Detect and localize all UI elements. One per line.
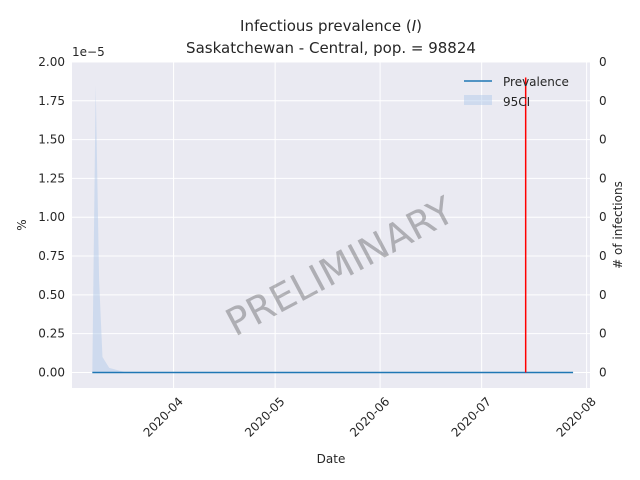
chart-title-line2: Saskatchewan - Central, pop. = 98824 bbox=[186, 39, 476, 57]
y-offset-label: 1e−5 bbox=[72, 45, 105, 59]
legend-band-swatch bbox=[464, 95, 492, 105]
y-axis-label: % bbox=[15, 219, 29, 230]
y-tick-label: 1.00 bbox=[38, 210, 65, 224]
y-tick-label: 0.25 bbox=[38, 327, 65, 341]
right-tick-label: 0 bbox=[599, 133, 607, 147]
y-tick-label: 0.75 bbox=[38, 249, 65, 263]
x-axis-label: Date bbox=[317, 452, 346, 466]
legend-label-95ci: 95CI bbox=[503, 95, 530, 109]
right-tick-label: 0 bbox=[599, 94, 607, 108]
right-tick-label: 0 bbox=[599, 171, 607, 185]
plot-background bbox=[72, 62, 590, 388]
y-tick-label: 1.75 bbox=[38, 94, 65, 108]
right-tick-label: 0 bbox=[599, 365, 607, 379]
y-tick-label: 1.50 bbox=[38, 133, 65, 147]
right-tick-label: 0 bbox=[599, 288, 607, 302]
right-tick-label: 0 bbox=[599, 249, 607, 263]
y-tick-label: 1.25 bbox=[38, 171, 65, 185]
right-tick-label: 0 bbox=[599, 327, 607, 341]
chart-title-line1: Infectious prevalence (I) bbox=[240, 17, 422, 35]
legend-label-prevalence: Prevalence bbox=[503, 75, 569, 89]
y-tick-label: 2.00 bbox=[38, 55, 65, 69]
y-axis-label-right: # of infections bbox=[611, 181, 625, 269]
y-tick-label: 0.50 bbox=[38, 288, 65, 302]
y-tick-label: 0.00 bbox=[38, 365, 65, 379]
right-tick-label: 0 bbox=[599, 55, 607, 69]
right-tick-label: 0 bbox=[599, 210, 607, 224]
plot-area: 0.00 0 0.25 0 0.50 0 0.75 0 1.00 0 1.25 0 1.50 0 1.75 0… bbox=[15, 45, 625, 466]
